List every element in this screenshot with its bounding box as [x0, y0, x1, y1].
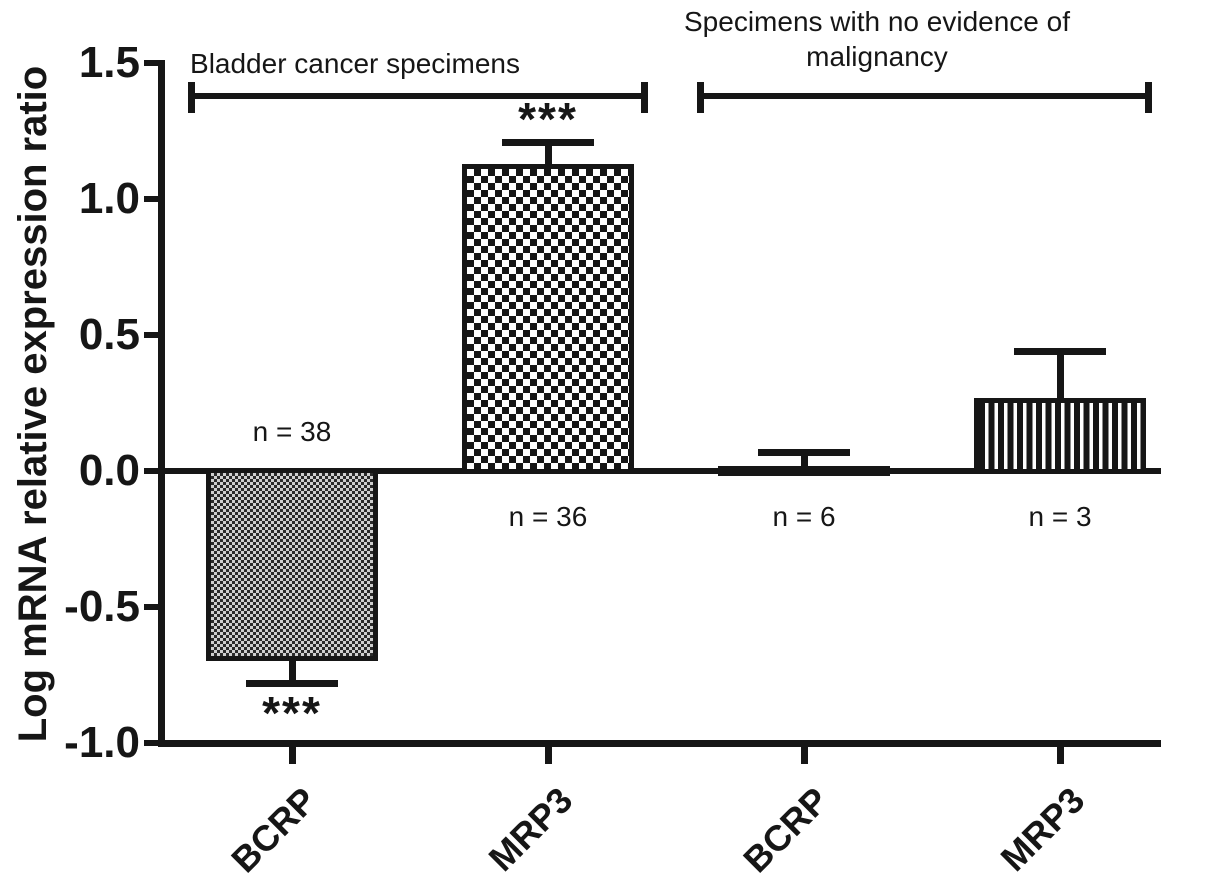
x-tick-bcrp-g1 — [289, 747, 296, 764]
y-axis-title: Log mRNA relative expression ratio — [11, 65, 55, 743]
n-count-label-mrp3-g2: n = 3 — [1028, 501, 1092, 532]
y-tick--1.0 — [144, 740, 158, 746]
n-count-label-bcrp-g2: n = 6 — [772, 501, 836, 532]
x-category-label-bcrp-g1: BCRP — [223, 779, 325, 881]
y-tick-0.5 — [144, 332, 158, 338]
error-bar-stem-bcrp-g1 — [289, 657, 296, 683]
bar-mrp3-g1 — [462, 164, 634, 474]
zero-baseline — [158, 468, 1161, 474]
significance-stars-bcrp-g1: *** — [262, 687, 322, 739]
error-bar-cap-bcrp-g1 — [246, 680, 338, 687]
x-category-label-mrp3-g2: MRP3 — [992, 779, 1093, 880]
y-tick--0.5 — [144, 604, 158, 610]
x-tick-bcrp-g2 — [801, 747, 808, 764]
y-axis-line — [158, 60, 165, 747]
x-category-label-bcrp-g2: BCRP — [735, 779, 837, 881]
error-bar-cap-mrp3-g2 — [1014, 348, 1106, 355]
error-bar-stem-bcrp-g2 — [801, 452, 808, 470]
y-tick-label--1.0: -1.0 — [64, 718, 140, 767]
group1-bracket-right-cap — [641, 82, 648, 113]
group1-bracket-line — [188, 93, 648, 99]
significance-stars-mrp3-g1: *** — [518, 93, 578, 145]
bar-bcrp-g1 — [206, 468, 378, 661]
y-tick-label--0.5: -0.5 — [64, 582, 140, 631]
bar-mrp3-g2 — [974, 398, 1146, 474]
y-tick-label-1.5: 1.5 — [78, 38, 140, 87]
y-tick-1.0 — [144, 196, 158, 202]
error-bar-cap-bcrp-g2 — [758, 449, 850, 456]
group1-label: Bladder cancer specimens — [190, 48, 520, 79]
y-tick-label-0.0: 0.0 — [78, 446, 140, 495]
error-bar-stem-mrp3-g1 — [545, 142, 552, 168]
error-bar-cap-mrp3-g1 — [502, 139, 594, 146]
x-tick-mrp3-g1 — [545, 747, 552, 764]
x-category-label-mrp3-g1: MRP3 — [480, 779, 581, 880]
y-tick-0.0 — [144, 468, 158, 474]
x-axis-line — [158, 740, 1161, 747]
x-tick-mrp3-g2 — [1057, 747, 1064, 764]
y-tick-1.5 — [144, 60, 158, 66]
n-count-label-bcrp-g1: n = 38 — [252, 416, 332, 447]
group2-bracket-right-cap — [1145, 82, 1152, 113]
n-count-label-mrp3-g1: n = 36 — [508, 501, 588, 532]
group2-bracket-left-cap — [697, 82, 704, 113]
group1-bracket-left-cap — [188, 82, 195, 113]
y-tick-label-1.0: 1.0 — [78, 174, 140, 223]
group2-bracket-line — [697, 93, 1152, 99]
error-bar-stem-mrp3-g2 — [1057, 351, 1064, 402]
y-tick-label-0.5: 0.5 — [78, 310, 140, 359]
group2-label: Specimens with no evidence of malignancy — [684, 6, 1070, 72]
bar-bcrp-g2 — [718, 466, 890, 476]
